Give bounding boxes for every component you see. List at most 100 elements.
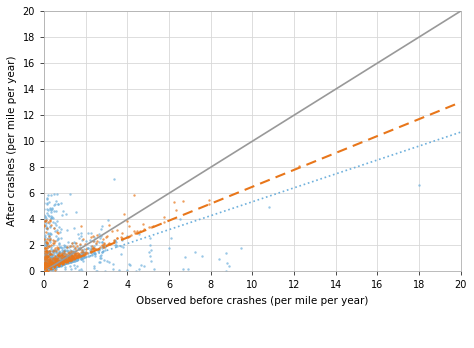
Point: [96, 235, 104, 241]
Point: [42, 265, 50, 270]
Point: [42, 266, 50, 272]
Point: [80, 255, 87, 260]
Point: [52, 258, 60, 264]
Point: [118, 230, 126, 236]
Point: [44, 257, 51, 263]
Point: [65, 252, 73, 258]
Point: [65, 254, 73, 260]
Point: [40, 267, 48, 273]
Point: [63, 257, 71, 262]
Point: [96, 245, 103, 250]
Point: [172, 207, 179, 212]
Point: [45, 266, 52, 271]
Point: [55, 263, 63, 268]
Point: [64, 259, 71, 265]
Point: [42, 263, 50, 269]
Point: [113, 228, 121, 233]
Point: [117, 243, 125, 248]
Point: [126, 262, 134, 268]
Point: [78, 268, 86, 274]
Point: [72, 251, 79, 256]
Point: [41, 264, 48, 269]
Point: [125, 223, 133, 229]
Point: [60, 254, 68, 260]
Point: [44, 267, 52, 272]
Point: [97, 256, 104, 261]
Point: [75, 254, 82, 260]
Point: [50, 263, 57, 269]
Point: [222, 268, 229, 274]
Point: [77, 234, 85, 239]
Point: [72, 254, 80, 260]
Point: [62, 260, 70, 265]
Point: [101, 247, 109, 253]
Point: [67, 259, 75, 264]
Point: [67, 260, 75, 265]
Point: [43, 240, 51, 245]
Point: [77, 253, 85, 259]
Point: [40, 200, 48, 206]
Point: [56, 261, 64, 267]
Point: [51, 262, 59, 267]
Point: [49, 250, 56, 255]
Point: [57, 261, 64, 266]
Point: [54, 263, 61, 268]
Point: [100, 243, 107, 248]
Point: [45, 231, 52, 237]
Point: [47, 251, 55, 257]
Point: [96, 255, 104, 261]
Point: [61, 254, 68, 259]
Point: [52, 263, 59, 268]
Point: [61, 251, 68, 257]
Point: [57, 255, 65, 261]
Point: [105, 241, 112, 247]
Point: [130, 228, 138, 234]
Point: [64, 255, 72, 260]
Point: [42, 252, 50, 258]
Point: [48, 264, 56, 270]
Point: [56, 257, 64, 262]
Point: [44, 254, 51, 260]
Point: [42, 246, 49, 251]
Point: [47, 264, 55, 270]
Point: [43, 256, 51, 262]
Point: [42, 241, 49, 247]
Point: [48, 258, 56, 263]
Point: [52, 254, 60, 259]
Point: [50, 251, 58, 256]
Point: [43, 265, 50, 270]
Point: [67, 254, 75, 259]
Point: [54, 256, 61, 261]
Point: [52, 259, 59, 264]
Point: [57, 259, 65, 265]
Point: [80, 255, 87, 261]
Point: [58, 262, 66, 268]
Point: [64, 257, 72, 262]
Point: [43, 248, 50, 254]
Point: [49, 264, 56, 269]
Point: [42, 263, 49, 268]
Point: [110, 176, 118, 182]
Point: [51, 264, 58, 270]
Point: [65, 255, 73, 261]
Point: [47, 266, 55, 271]
Point: [68, 254, 76, 260]
Point: [72, 252, 79, 257]
Point: [96, 259, 103, 265]
Point: [47, 261, 55, 266]
Point: [49, 263, 57, 268]
Point: [133, 228, 141, 234]
Point: [42, 266, 50, 271]
Point: [65, 256, 73, 261]
Point: [48, 258, 55, 264]
Point: [42, 263, 49, 269]
Point: [47, 264, 55, 270]
Point: [61, 244, 68, 249]
Point: [56, 258, 64, 264]
Point: [60, 257, 67, 263]
Point: [43, 264, 50, 269]
Point: [41, 255, 48, 260]
Point: [42, 268, 50, 273]
Point: [41, 206, 48, 212]
Point: [42, 264, 49, 269]
